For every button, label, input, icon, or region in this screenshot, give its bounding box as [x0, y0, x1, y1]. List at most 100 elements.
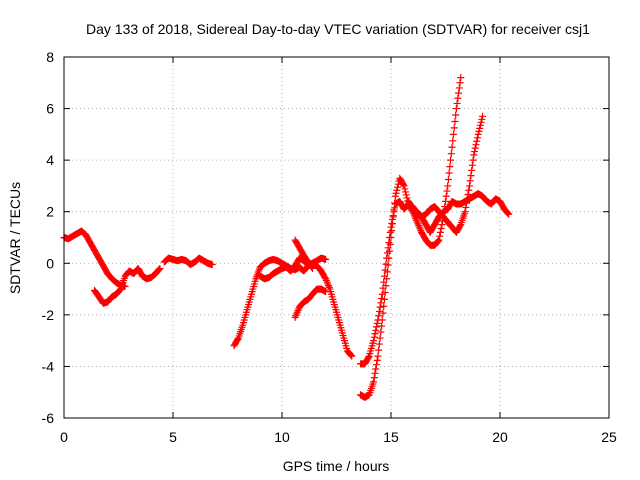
data-point [399, 181, 407, 189]
chart-title: Day 133 of 2018, Sidereal Day-to-day VTE… [86, 21, 590, 37]
data-point [385, 239, 393, 247]
data-point [294, 307, 302, 315]
data-point [461, 208, 469, 216]
data-point [503, 209, 511, 217]
data-point [377, 328, 385, 336]
data-marks [60, 74, 513, 401]
data-point [471, 144, 479, 152]
data-point [470, 151, 478, 159]
data-point [373, 356, 381, 364]
data-point [347, 351, 355, 359]
data-point [309, 264, 317, 272]
series-arc-5 [256, 254, 356, 360]
x-tick-label: 20 [492, 429, 508, 445]
data-point [383, 268, 391, 276]
data-point [465, 182, 473, 190]
data-point [400, 182, 408, 190]
data-point [452, 105, 460, 113]
data-point [436, 232, 444, 240]
data-point [412, 215, 420, 223]
data-point [455, 89, 463, 97]
data-point [466, 177, 474, 185]
data-point [154, 266, 162, 274]
data-point [293, 308, 301, 316]
series-arc-7 [291, 236, 317, 272]
data-point [375, 346, 383, 354]
data-point [392, 189, 400, 197]
y-tick-label: -6 [42, 410, 55, 426]
data-point [479, 112, 487, 120]
data-point [415, 221, 423, 229]
data-point [383, 275, 391, 283]
data-point [116, 286, 124, 294]
data-point [373, 319, 381, 327]
series-arc-1 [60, 227, 129, 290]
data-point [372, 326, 380, 334]
data-point [447, 150, 455, 158]
data-point [451, 117, 459, 125]
data-point [293, 310, 301, 318]
series-arc-2 [91, 264, 164, 307]
data-point [442, 197, 449, 205]
y-tick-label: 0 [46, 255, 54, 271]
data-point [446, 163, 454, 171]
data-point [473, 134, 481, 142]
series-arc-3 [160, 254, 216, 269]
data-point [323, 278, 331, 286]
data-point [380, 295, 388, 303]
data-point [378, 322, 386, 330]
series-arc-10 [404, 112, 487, 236]
x-tick-label: 0 [60, 429, 68, 445]
data-point [435, 236, 443, 244]
data-point [115, 287, 123, 295]
data-point [384, 261, 392, 269]
data-point [434, 238, 442, 246]
data-point [321, 273, 329, 281]
data-point [504, 209, 512, 217]
data-point [346, 350, 354, 358]
data-point [322, 276, 330, 284]
data-point [436, 228, 444, 236]
data-point [476, 121, 484, 129]
data-point [376, 303, 384, 311]
data-point [376, 334, 384, 342]
data-point [505, 210, 513, 218]
data-point [442, 192, 450, 200]
data-point [322, 288, 330, 296]
data-point [414, 220, 422, 228]
data-point [455, 84, 463, 92]
data-point [471, 148, 479, 156]
x-tick-label: 15 [383, 429, 399, 445]
data-point [476, 124, 484, 132]
data-point [478, 115, 486, 123]
axis-ticks: 0 5 10 15 20 25 -6 -4 -2 0 2 4 6 8 [42, 49, 617, 445]
x-tick-label: 5 [169, 429, 177, 445]
data-point [464, 191, 472, 199]
data-point [372, 365, 380, 373]
data-point [453, 99, 461, 107]
data-point [375, 340, 383, 348]
data-point [465, 186, 473, 194]
data-point [462, 203, 470, 211]
data-point [322, 275, 330, 283]
data-point [380, 302, 388, 310]
data-point [452, 111, 460, 119]
data-point [401, 185, 409, 193]
data-point [456, 222, 464, 230]
data-point [468, 166, 476, 174]
data-point [386, 240, 394, 248]
data-point [402, 191, 410, 199]
data-point [372, 361, 380, 369]
data-point [402, 188, 410, 196]
y-tick-label: 8 [46, 49, 54, 65]
y-tick-label: 2 [46, 204, 54, 220]
grid-lines [64, 57, 609, 418]
data-point [371, 369, 379, 377]
data-point [449, 130, 457, 138]
data-point [374, 352, 382, 360]
data-point [155, 265, 163, 273]
data-point [370, 374, 378, 382]
data-point [474, 130, 482, 138]
data-point [434, 237, 442, 245]
